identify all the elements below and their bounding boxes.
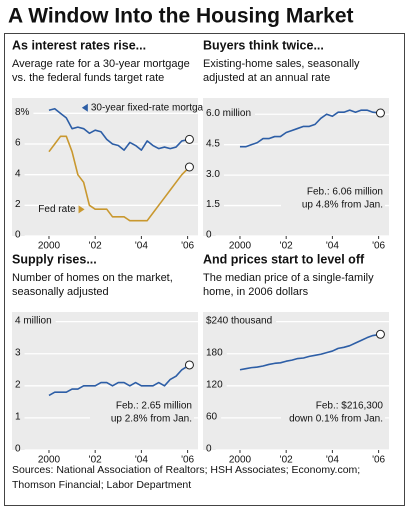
annotation: Feb.: 6.06 million [307,187,383,198]
sources: Thomson Financial; Labor Department [12,479,191,491]
series-layer [48,360,194,397]
end-marker [184,360,194,370]
panel-subtitle: vs. the federal funds target rate [12,72,164,84]
y-tick-label: 6.0 million [206,108,251,119]
series-layer [48,107,194,222]
y-tick-label: 4.5 [206,138,220,149]
x-tick-label: '06 [181,241,194,252]
x-tick-label: 2000 [38,455,61,466]
annotation-background [90,398,194,428]
series-layer [239,329,385,371]
plot-area [12,312,198,450]
plot-area [12,98,198,236]
page-title: A Window Into the Housing Market [8,5,354,28]
end-marker [375,108,385,118]
end-marker [184,134,194,144]
panel-subtitle: home, in 2006 dollars [203,286,309,298]
plot-area [203,312,389,450]
sources: Sources: National Association of Realtor… [12,464,360,476]
x-tick-label: 2000 [229,241,252,252]
annotation: Feb.: $216,300 [316,401,384,412]
panel-subtitle: Existing-home sales, seasonally [203,58,360,70]
series-layer [239,108,385,148]
y-tick-label: 0 [206,230,212,241]
data-line [48,135,191,222]
label-arrow [81,103,88,112]
panel-subtitle: Number of homes on the market, [12,272,173,284]
annotation: Feb.: 2.65 million [116,401,192,412]
x-tick-label: '02 [89,241,102,252]
y-tick-label: 6 [15,138,21,149]
y-tick-label: 3.0 [206,169,220,180]
y-tick-label: 1 [15,412,21,423]
annotation: up 2.8% from Jan. [111,414,192,425]
panel-title: Buyers think twice... [203,38,324,52]
y-tick-label: 3 [15,347,21,358]
y-tick-label: 120 [206,379,223,390]
panel-title: Supply rises... [12,252,97,266]
annotation-background [281,398,385,428]
frame [4,33,405,506]
y-tick-label: 4 [15,168,21,179]
y-tick-label: 60 [206,412,218,423]
label-arrow [78,205,85,214]
annotation-background [281,184,385,214]
panel-title: As interest rates rise... [12,38,146,52]
data-line [239,109,381,148]
x-tick-label: '06 [372,455,385,466]
panel-subtitle: The median price of a single-family [203,272,374,284]
end-marker [375,329,385,339]
panel-title: And prices start to level off [203,252,365,266]
x-tick-label: '06 [372,241,385,252]
y-tick-label: 0 [15,444,21,455]
y-tick-label: 180 [206,347,223,358]
y-tick-label: 1.5 [206,199,220,210]
x-tick-label: '02 [89,455,102,466]
y-tick-label: 2 [15,379,21,390]
x-tick-label: '04 [135,241,148,252]
panel-subtitle: adjusted at an annual rate [203,72,330,84]
series-label: Fed rate [38,204,76,215]
y-tick-label: 4 million [15,315,52,326]
series-label: 30-year fixed-rate mortgage [91,102,215,113]
annotation: up 4.8% from Jan. [302,200,383,211]
x-tick-label: '04 [326,455,339,466]
x-tick-label: '02 [280,241,293,252]
x-tick-label: '02 [280,455,293,466]
x-tick-label: '04 [326,241,339,252]
y-tick-label: $240 thousand [206,315,272,326]
data-line [48,364,190,397]
x-tick-label: 2000 [38,241,61,252]
annotation: down 0.1% from Jan. [289,414,383,425]
panel-subtitle: seasonally adjusted [12,286,109,298]
x-tick-label: '06 [181,455,194,466]
x-tick-label: '04 [135,455,148,466]
y-tick-label: 0 [206,444,212,455]
y-tick-label: 0 [15,230,21,241]
x-tick-label: 2000 [229,455,252,466]
data-line [48,107,190,151]
y-tick-label: 2 [15,199,21,210]
data-line [239,333,381,371]
end-marker [184,162,194,172]
panel-subtitle: Average rate for a 30-year mortgage [12,58,190,70]
y-tick-label: 8% [15,107,30,118]
